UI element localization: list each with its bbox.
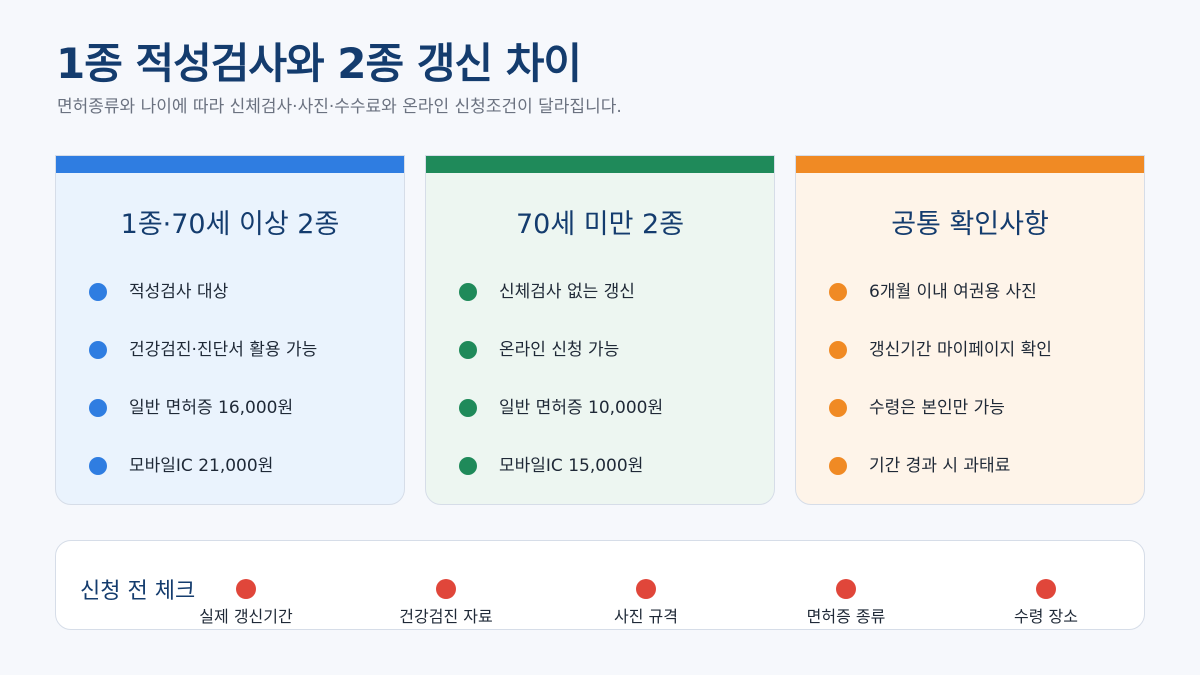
card-list: 6개월 이내 여권용 사진 갱신기간 마이페이지 확인 수령은 본인만 가능 기… xyxy=(829,280,1134,504)
checklist-item-label: 건강검진 자료 xyxy=(399,607,493,626)
checklist-dot-icon xyxy=(1036,579,1056,599)
list-item: 모바일IC 21,000원 xyxy=(89,454,394,504)
bullet-dot-icon xyxy=(829,341,847,359)
checklist-item: 사진 규격 xyxy=(576,579,716,627)
card-accent-bar xyxy=(426,156,774,173)
list-item-label: 일반 면허증 10,000원 xyxy=(499,398,664,418)
card-title: 1종·70세 이상 2종 xyxy=(120,209,340,240)
card-type1-and-over70: 1종·70세 이상 2종 적성검사 대상 건강검진·진단서 활용 가능 일반 면… xyxy=(55,155,405,505)
checklist-item-label: 수령 장소 xyxy=(1014,607,1078,626)
checklist-item: 건강검진 자료 xyxy=(376,579,516,627)
list-item-label: 적성검사 대상 xyxy=(129,282,229,302)
page-subtitle: 면허종류와 나이에 따라 신체검사·사진·수수료와 온라인 신청조건이 달라집니… xyxy=(57,97,622,117)
checklist-dot-icon xyxy=(236,579,256,599)
list-item: 적성검사 대상 xyxy=(89,280,394,338)
bullet-dot-icon xyxy=(459,457,477,475)
page-title: 1종 적성검사와 2종 갱신 차이 xyxy=(56,39,582,88)
list-item: 온라인 신청 가능 xyxy=(459,338,764,396)
bullet-dot-icon xyxy=(89,283,107,301)
checklist-item: 실제 갱신기간 xyxy=(176,579,316,627)
list-item-label: 온라인 신청 가능 xyxy=(499,340,620,360)
list-item: 신체검사 없는 갱신 xyxy=(459,280,764,338)
list-item-label: 기간 경과 시 과태료 xyxy=(869,456,1011,476)
list-item: 6개월 이내 여권용 사진 xyxy=(829,280,1134,338)
bullet-dot-icon xyxy=(829,283,847,301)
checklist-title: 신청 전 체크 xyxy=(80,579,196,604)
list-item: 기간 경과 시 과태료 xyxy=(829,454,1134,504)
checklist-dot-icon xyxy=(636,579,656,599)
pre-application-checklist: 신청 전 체크 실제 갱신기간 건강검진 자료 사진 규격 면허증 종류 수령 … xyxy=(55,540,1145,630)
list-item-label: 모바일IC 21,000원 xyxy=(129,456,274,476)
list-item: 모바일IC 15,000원 xyxy=(459,454,764,504)
list-item-label: 6개월 이내 여권용 사진 xyxy=(869,282,1037,302)
list-item: 건강검진·진단서 활용 가능 xyxy=(89,338,394,396)
list-item-label: 수령은 본인만 가능 xyxy=(869,398,1005,418)
bullet-dot-icon xyxy=(829,457,847,475)
list-item-label: 신체검사 없는 갱신 xyxy=(499,282,635,302)
checklist-dot-icon xyxy=(836,579,856,599)
bullet-dot-icon xyxy=(459,283,477,301)
list-item-label: 일반 면허증 16,000원 xyxy=(129,398,294,418)
list-item: 수령은 본인만 가능 xyxy=(829,396,1134,454)
checklist-item-label: 사진 규격 xyxy=(614,607,678,626)
card-accent-bar xyxy=(56,156,404,173)
list-item-label: 갱신기간 마이페이지 확인 xyxy=(869,340,1052,360)
bullet-dot-icon xyxy=(89,341,107,359)
card-accent-bar xyxy=(796,156,1144,173)
card-common-checks: 공통 확인사항 6개월 이내 여권용 사진 갱신기간 마이페이지 확인 수령은 … xyxy=(795,155,1145,505)
list-item: 일반 면허증 16,000원 xyxy=(89,396,394,454)
bullet-dot-icon xyxy=(89,399,107,417)
card-list: 적성검사 대상 건강검진·진단서 활용 가능 일반 면허증 16,000원 모바… xyxy=(89,280,394,504)
bullet-dot-icon xyxy=(459,341,477,359)
card-list: 신체검사 없는 갱신 온라인 신청 가능 일반 면허증 10,000원 모바일I… xyxy=(459,280,764,504)
bullet-dot-icon xyxy=(459,399,477,417)
checklist-dot-icon xyxy=(436,579,456,599)
list-item: 일반 면허증 10,000원 xyxy=(459,396,764,454)
checklist-item: 수령 장소 xyxy=(976,579,1116,627)
card-title: 공통 확인사항 xyxy=(891,209,1049,240)
bullet-dot-icon xyxy=(829,399,847,417)
checklist-item-label: 면허증 종류 xyxy=(806,607,886,626)
list-item-label: 건강검진·진단서 활용 가능 xyxy=(129,340,318,360)
card-type2-under70: 70세 미만 2종 신체검사 없는 갱신 온라인 신청 가능 일반 면허증 10… xyxy=(425,155,775,505)
checklist-item: 면허증 종류 xyxy=(776,579,916,627)
card-title: 70세 미만 2종 xyxy=(515,209,685,240)
checklist-item-label: 실제 갱신기간 xyxy=(199,607,293,626)
bullet-dot-icon xyxy=(89,457,107,475)
list-item: 갱신기간 마이페이지 확인 xyxy=(829,338,1134,396)
list-item-label: 모바일IC 15,000원 xyxy=(499,456,644,476)
